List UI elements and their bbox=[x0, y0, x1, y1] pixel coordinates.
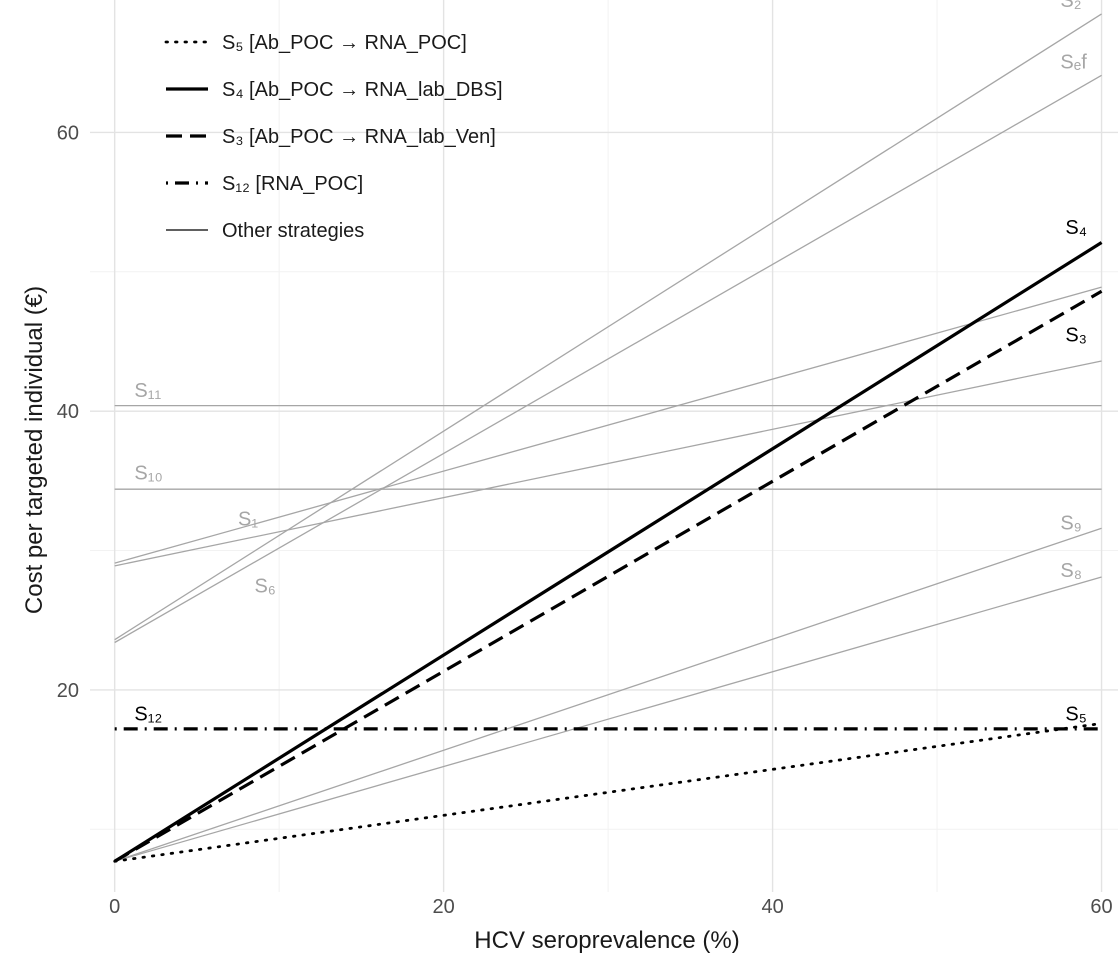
legend-label: S₁₂ [RNA_POC] bbox=[222, 173, 363, 195]
legend-label: S₄ [Ab_POC → RNA_lab_DBS] bbox=[222, 79, 503, 101]
series-annotation: S₃ bbox=[1065, 324, 1086, 346]
series-annotation: S₁₂ bbox=[134, 704, 162, 726]
legend: S₅ [Ab_POC → RNA_POC] S₄ [Ab_POC → RNA_la… bbox=[164, 32, 503, 242]
series-annotation: S₉ bbox=[1060, 513, 1081, 535]
x-tick-label: 40 bbox=[761, 896, 783, 918]
grid bbox=[90, 0, 1118, 892]
series-line bbox=[114, 286, 1102, 564]
series-annotation: S₅ bbox=[1065, 704, 1086, 726]
y-axis-title: Cost per targeted individual (€) bbox=[21, 286, 48, 614]
series-annotation: S₆ bbox=[254, 575, 275, 597]
legend-label: S₅ [Ab_POC → RNA_POC] bbox=[222, 32, 467, 54]
legend-label: Other strategies bbox=[222, 220, 364, 242]
y-tick-label: 20 bbox=[57, 680, 79, 702]
series-annotations: S₂ Sₑf S₄ S₃ S₁₁ S₁₀ S₁ S₆ S₉ S₈ S₁₂ S₅ bbox=[134, 0, 1087, 726]
series-annotation: S₈ bbox=[1060, 560, 1082, 582]
legend-label: S₃ [Ab_POC → RNA_lab_Ven] bbox=[222, 126, 496, 148]
series-line bbox=[113, 289, 1103, 863]
axis-ticks: 0 20 40 60 20 40 60 bbox=[57, 122, 1113, 918]
y-tick-label: 40 bbox=[57, 401, 79, 423]
series-annotation: S₁ bbox=[238, 508, 258, 530]
x-axis-title: HCV seroprevalence (%) bbox=[474, 927, 739, 954]
series-annotation: S₄ bbox=[1065, 217, 1087, 239]
x-tick-label: 60 bbox=[1090, 896, 1112, 918]
series-line bbox=[113, 241, 1103, 863]
series-line bbox=[114, 527, 1102, 862]
series-annotation: S₂ bbox=[1060, 0, 1081, 12]
x-tick-label: 0 bbox=[109, 896, 120, 918]
y-tick-label: 60 bbox=[57, 122, 79, 144]
series-annotation: S₁₀ bbox=[134, 462, 162, 484]
series-line bbox=[114, 13, 1102, 641]
series-line bbox=[114, 360, 1102, 567]
x-tick-label: 20 bbox=[433, 896, 455, 918]
series-annotation: S₁₁ bbox=[134, 380, 161, 402]
series-line bbox=[114, 74, 1102, 644]
series-line bbox=[114, 576, 1102, 862]
series-lines bbox=[113, 13, 1103, 863]
series-annotation: Sₑf bbox=[1060, 51, 1087, 73]
